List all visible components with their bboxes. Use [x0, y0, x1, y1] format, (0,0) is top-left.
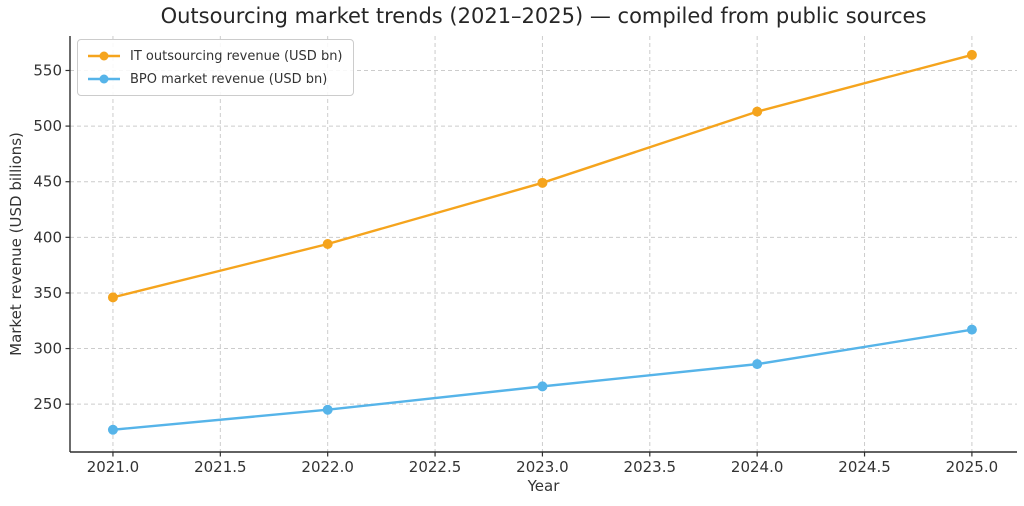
legend-line-marker-icon: [88, 51, 120, 61]
svg-text:2024.0: 2024.0: [731, 458, 784, 476]
svg-text:350: 350: [33, 284, 62, 302]
legend: IT outsourcing revenue (USD bn) BPO mark…: [77, 39, 354, 96]
legend-line-marker-icon: [88, 74, 120, 84]
y-axis-label: Market revenue (USD billions): [7, 132, 25, 356]
svg-text:550: 550: [33, 61, 62, 79]
series-markers: [107, 49, 977, 435]
legend-item-it: IT outsourcing revenue (USD bn): [87, 46, 343, 66]
chart-title: Outsourcing market trends (2021–2025) — …: [160, 4, 927, 28]
tick-labels: 2021.0 2021.5 2022.0 2022.5 2023.0 2023.5 2024…: [33, 61, 998, 476]
legend-label-bpo: BPO market revenue (USD bn): [130, 71, 328, 87]
svg-text:2023.0: 2023.0: [516, 458, 569, 476]
legend-item-bpo: BPO market revenue (USD bn): [87, 69, 343, 89]
svg-text:2022.0: 2022.0: [301, 458, 354, 476]
svg-text:2023.5: 2023.5: [624, 458, 677, 476]
svg-text:500: 500: [33, 117, 62, 135]
svg-text:2022.5: 2022.5: [409, 458, 462, 476]
x-axis-label: Year: [527, 477, 560, 495]
svg-text:450: 450: [33, 173, 62, 191]
svg-text:400: 400: [33, 228, 62, 246]
legend-label-it: IT outsourcing revenue (USD bn): [130, 48, 343, 64]
tick-marks: [65, 69, 973, 457]
axes-spines: [69, 36, 1017, 453]
svg-text:2021.5: 2021.5: [194, 458, 247, 476]
svg-text:2024.5: 2024.5: [838, 458, 891, 476]
svg-text:250: 250: [33, 395, 62, 413]
svg-text:300: 300: [33, 340, 62, 358]
svg-text:2021.0: 2021.0: [87, 458, 140, 476]
svg-text:2025.0: 2025.0: [946, 458, 999, 476]
